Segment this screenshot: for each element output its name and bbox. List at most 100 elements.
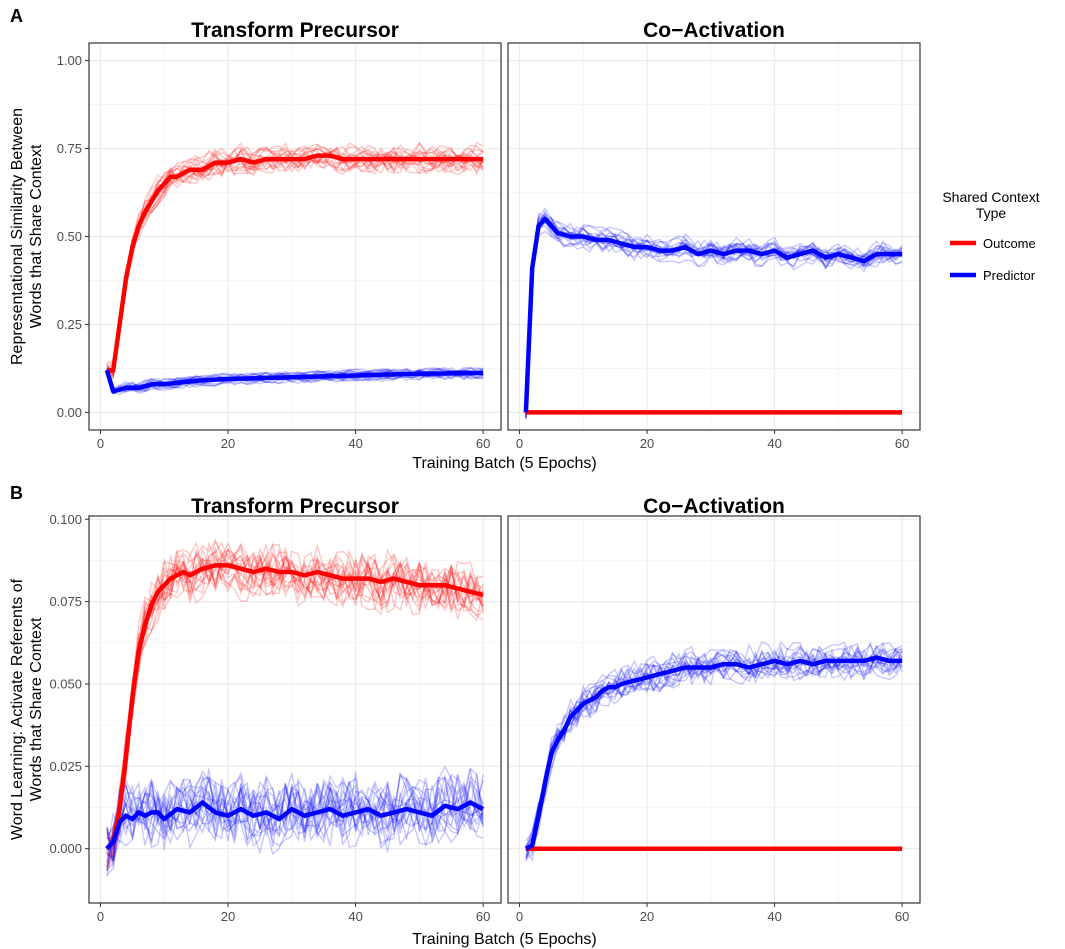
run-line-outcome xyxy=(106,550,484,858)
run-line-predictor xyxy=(525,644,903,857)
y-axis-label: Words that Share Context xyxy=(28,144,45,328)
run-line-outcome xyxy=(106,147,484,374)
x-tick-label: 20 xyxy=(221,436,235,451)
legend-item-outcome: Outcome xyxy=(950,236,1036,251)
run-line-predictor xyxy=(106,774,484,861)
run-line-outcome xyxy=(106,154,484,377)
legend-label: Outcome xyxy=(983,236,1036,251)
panel-border xyxy=(88,515,502,904)
y-tick-label: 0.100 xyxy=(49,512,82,527)
run-line-predictor xyxy=(106,788,484,861)
x-tick-label: 20 xyxy=(640,436,654,451)
run-line-outcome xyxy=(106,541,484,860)
run-line-predictor xyxy=(525,206,903,418)
run-line-outcome xyxy=(106,558,484,873)
run-line-predictor xyxy=(525,225,903,420)
y-tick-label: 0.000 xyxy=(49,841,82,856)
run-line-predictor xyxy=(106,368,484,393)
run-line-predictor xyxy=(525,649,903,848)
facet-title: Co−Activation xyxy=(643,19,785,42)
run-line-outcome xyxy=(106,156,484,380)
run-line-predictor xyxy=(106,367,484,393)
facet-title: Transform Precursor xyxy=(191,495,399,518)
x-tick-label: 40 xyxy=(767,436,781,451)
panel-border xyxy=(507,515,921,904)
run-line-outcome xyxy=(106,153,484,376)
legend-label: Predictor xyxy=(983,268,1036,283)
run-line-outcome xyxy=(106,555,484,862)
run-line-outcome xyxy=(106,540,484,862)
x-tick-label: 60 xyxy=(476,909,490,924)
chart-A: A 0 20 40 60 0.00 0.25 0.50 0.75 1.00 Transform Pr… xyxy=(9,6,921,472)
x-tick-label: 60 xyxy=(476,436,490,451)
x-tick-label: 60 xyxy=(895,436,909,451)
mean-line-predictor xyxy=(524,655,903,851)
run-line-predictor xyxy=(106,796,484,870)
run-line-predictor xyxy=(106,783,484,863)
x-tick-label: 0 xyxy=(97,909,104,924)
run-line-predictor xyxy=(525,212,903,406)
run-line-predictor xyxy=(106,366,484,391)
run-line-predictor xyxy=(525,641,903,847)
run-line-predictor xyxy=(106,773,484,871)
panel-border xyxy=(507,42,921,431)
x-axis-label: Training Batch (5 Epochs) xyxy=(412,931,596,948)
run-line-predictor xyxy=(525,230,903,413)
mean-line-predictor xyxy=(523,216,903,413)
run-line-outcome xyxy=(106,156,484,378)
run-line-outcome xyxy=(106,547,484,868)
x-tick-label: 60 xyxy=(895,909,909,924)
chart-B: B 0 20 40 60 0.000 0.025 0.050 0.075 0.100 Transfo… xyxy=(9,483,921,948)
run-line-predictor xyxy=(106,786,484,848)
run-line-predictor xyxy=(525,219,903,414)
run-line-outcome xyxy=(106,553,484,852)
run-line-outcome xyxy=(106,553,484,839)
run-line-predictor xyxy=(106,789,484,850)
run-line-outcome xyxy=(106,542,484,851)
run-line-outcome xyxy=(106,541,484,855)
x-tick-label: 0 xyxy=(97,436,104,451)
facet-title: Transform Precursor xyxy=(191,19,399,42)
x-tick-label: 20 xyxy=(221,909,235,924)
run-line-outcome xyxy=(106,557,484,868)
y-tick-label: 0.50 xyxy=(57,229,82,244)
run-line-outcome xyxy=(106,141,484,378)
run-line-predictor xyxy=(106,786,484,877)
legend-title: Type xyxy=(976,205,1007,221)
facet-panel: 0 20 40 60 0.000 0.025 0.050 0.075 0.100 Transfor… xyxy=(49,495,502,924)
y-tick-label: 0.25 xyxy=(57,317,82,332)
x-tick-label: 40 xyxy=(348,909,362,924)
facet-panel: 0 20 40 60 Co−Activation xyxy=(507,19,921,451)
legend-title: Shared Context xyxy=(942,189,1039,205)
y-tick-label: 0.75 xyxy=(57,141,82,156)
x-tick-label: 40 xyxy=(767,909,781,924)
run-line-predictor xyxy=(106,779,484,846)
legend-item-predictor: Predictor xyxy=(950,268,1036,283)
run-line-predictor xyxy=(106,770,484,853)
mean-line-predictor xyxy=(105,800,485,851)
y-axis-label: Representational Similarity Between xyxy=(9,108,26,365)
x-axis-label: Training Batch (5 Epochs) xyxy=(412,455,596,472)
run-line-predictor xyxy=(525,653,903,858)
run-line-outcome xyxy=(106,141,484,369)
x-tick-label: 0 xyxy=(516,436,523,451)
run-line-predictor xyxy=(106,370,484,393)
facet-panel: 0 20 40 60 Co−Activation xyxy=(507,495,921,924)
run-line-predictor xyxy=(106,767,484,864)
run-line-predictor xyxy=(525,644,903,860)
y-tick-label: 0.025 xyxy=(49,759,82,774)
run-line-predictor xyxy=(525,651,903,851)
y-tick-label: 0.050 xyxy=(49,676,82,691)
mean-line-outcome xyxy=(106,153,484,373)
run-line-outcome xyxy=(106,540,484,862)
panel-label: A xyxy=(10,6,23,26)
mean-line-outcome xyxy=(105,563,484,851)
y-axis-label: Word Learning: Activate Referents of xyxy=(9,578,26,840)
x-tick-label: 40 xyxy=(348,436,362,451)
run-line-outcome xyxy=(106,557,484,846)
panel-background xyxy=(89,516,501,903)
panel-label: B xyxy=(10,483,23,503)
run-line-predictor xyxy=(106,371,484,393)
